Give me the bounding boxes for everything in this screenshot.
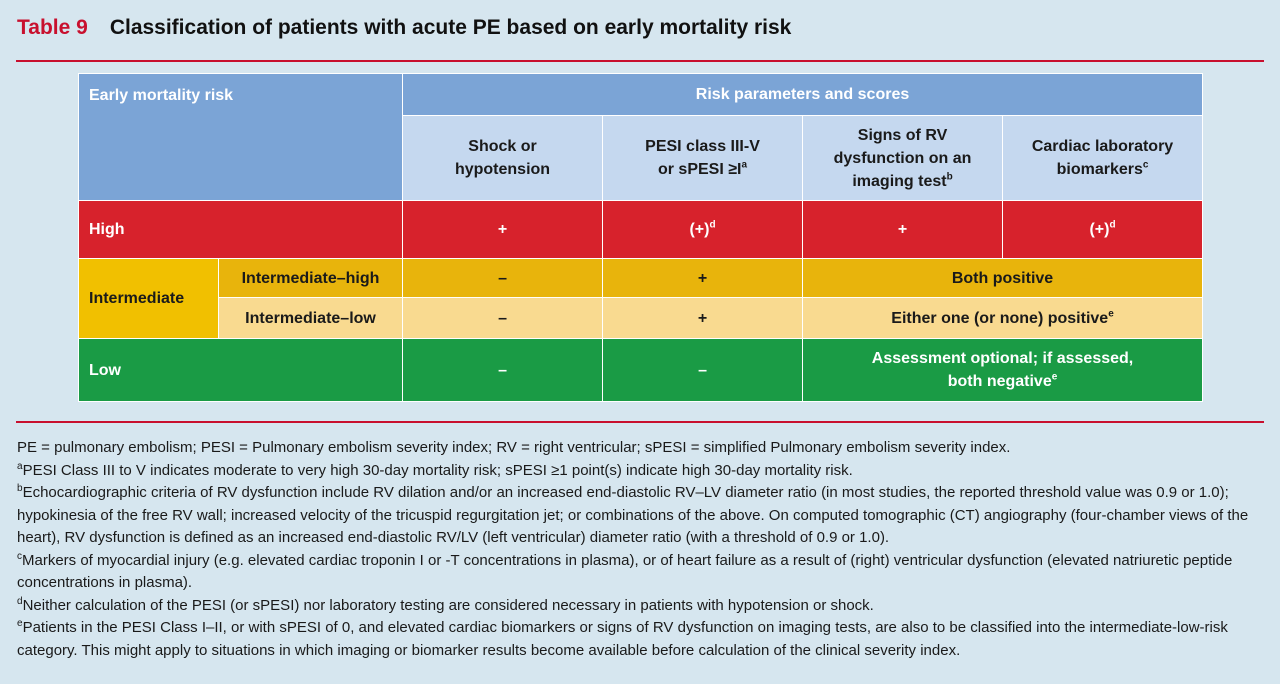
row-intermediate-high: Intermediate Intermediate–high – + Both …: [78, 258, 1204, 339]
footnote-c: cMarkers of myocardial injury (e.g. elev…: [17, 550, 1267, 595]
footnote-mark: e: [1051, 371, 1058, 383]
il-pesi-cell: +: [602, 297, 804, 339]
il-shock-cell: –: [402, 297, 604, 339]
subheader-rv-signs: Signs of RV dysfunction on an imaging te…: [802, 115, 1004, 201]
risk-intermediate-label: Intermediate: [78, 258, 219, 339]
abbreviations-note: PE = pulmonary embolism; PESI = Pulmonar…: [17, 439, 1011, 456]
footnote-text: PESI Class III to V indicates moderate t…: [22, 461, 853, 479]
footnote-mark: a: [741, 159, 748, 171]
footnote-text: Markers of myocardial injury (e.g. eleva…: [17, 551, 1233, 592]
footnote-mark: c: [1142, 159, 1149, 171]
table-number: Table 9: [17, 16, 88, 39]
footnote-mark: b: [17, 483, 23, 494]
low-rv-biomarker-cell: Assessment optional; if assessed, both n…: [802, 338, 1204, 402]
low-rv-biomarker-value: Assessment optional; if assessed, both n…: [871, 350, 1134, 390]
high-pesi-value: (+): [689, 221, 710, 238]
footnote-mark: e: [1108, 308, 1114, 320]
footnote-text: Patients in the PESI Class I–II, or with…: [17, 619, 1228, 659]
subheader-biomarkers: Cardiac laboratory biomarkersc: [1002, 115, 1204, 201]
header-row: Early mortality risk Risk parameters and…: [77, 73, 1204, 201]
footnote-mark: d: [709, 219, 716, 231]
footnote-mark: e: [17, 618, 23, 629]
footnote-d: dNeither calculation of the PESI (or sPE…: [17, 595, 1267, 618]
ih-shock-cell: –: [402, 258, 604, 298]
low-shock-cell: –: [402, 338, 604, 402]
footnote-text: Echocardiographic criteria of RV dysfunc…: [17, 484, 1249, 546]
subheader-row: Shock or hypotension PESI class III-V or…: [79, 115, 1204, 201]
table-title: Table 9 Classification of patients with a…: [17, 16, 791, 40]
high-shock-cell: +: [402, 200, 604, 259]
subheader-rv-signs-text: Signs of RV dysfunction on an imaging te…: [833, 126, 972, 190]
risk-low-label: Low: [77, 338, 404, 402]
footnote-mark: c: [17, 550, 22, 562]
footnote-text: Neither calculation of the PESI (or sPES…: [22, 596, 874, 614]
il-rv-biomarker-value: Either one (or none) positive: [891, 309, 1109, 327]
row-low: Low – – Assessment optional; if assessed…: [77, 338, 1204, 402]
footnote-a: aPESI Class III to V indicates moderate …: [17, 460, 1267, 483]
high-biomarker-cell: (+)d: [1002, 200, 1204, 259]
subheader-shock-text: Shock or hypotension: [454, 138, 551, 178]
subheader-pesi: PESI class III-V or sPESI ≥Ia: [602, 115, 804, 201]
ih-pesi-cell: +: [602, 258, 804, 298]
footnote-mark: a: [17, 460, 23, 472]
row-intermediate-low: Intermediate–low – + Either one (or none…: [79, 297, 1204, 339]
footnote-mark: d: [17, 595, 23, 607]
subheader-shock: Shock or hypotension: [402, 115, 604, 201]
risk-intermediate-high-label: Intermediate–high: [217, 258, 404, 298]
footnote-mark: b: [946, 171, 953, 183]
table-footnotes: PE = pulmonary embolism; PESI = Pulmonar…: [17, 437, 1267, 662]
subheader-pesi-text: PESI class III-V or sPESI ≥I: [645, 138, 760, 178]
low-pesi-cell: –: [602, 338, 804, 402]
high-biomarker-value: (+): [1089, 221, 1110, 238]
bottom-rule: [16, 421, 1264, 423]
top-rule: [16, 60, 1264, 62]
risk-classification-table: Early mortality risk Risk parameters and…: [77, 73, 1204, 402]
header-early-mortality-risk: Early mortality risk: [77, 73, 404, 201]
footnote-mark: d: [1109, 219, 1116, 231]
subheader-biomarkers-text: Cardiac laboratory biomarkers: [1031, 138, 1174, 178]
table-caption: Classification of patients with acute PE…: [109, 16, 792, 39]
footnote-b: bEchocardiographic criteria of RV dysfun…: [17, 482, 1267, 550]
risk-intermediate-low-label: Intermediate–low: [217, 297, 404, 339]
high-pesi-cell: (+)d: [602, 200, 804, 259]
il-rv-biomarker-cell: Either one (or none) positivee: [802, 297, 1204, 339]
high-rv-cell: +: [802, 200, 1004, 259]
row-high: High + (+)d + (+)d: [77, 200, 1204, 259]
risk-high-label: High: [77, 200, 404, 259]
ih-rv-biomarker-cell: Both positive: [802, 258, 1204, 298]
header-risk-parameters: Risk parameters and scores: [402, 73, 1204, 116]
footnote-e: ePatients in the PESI Class I–II, or wit…: [17, 617, 1267, 662]
